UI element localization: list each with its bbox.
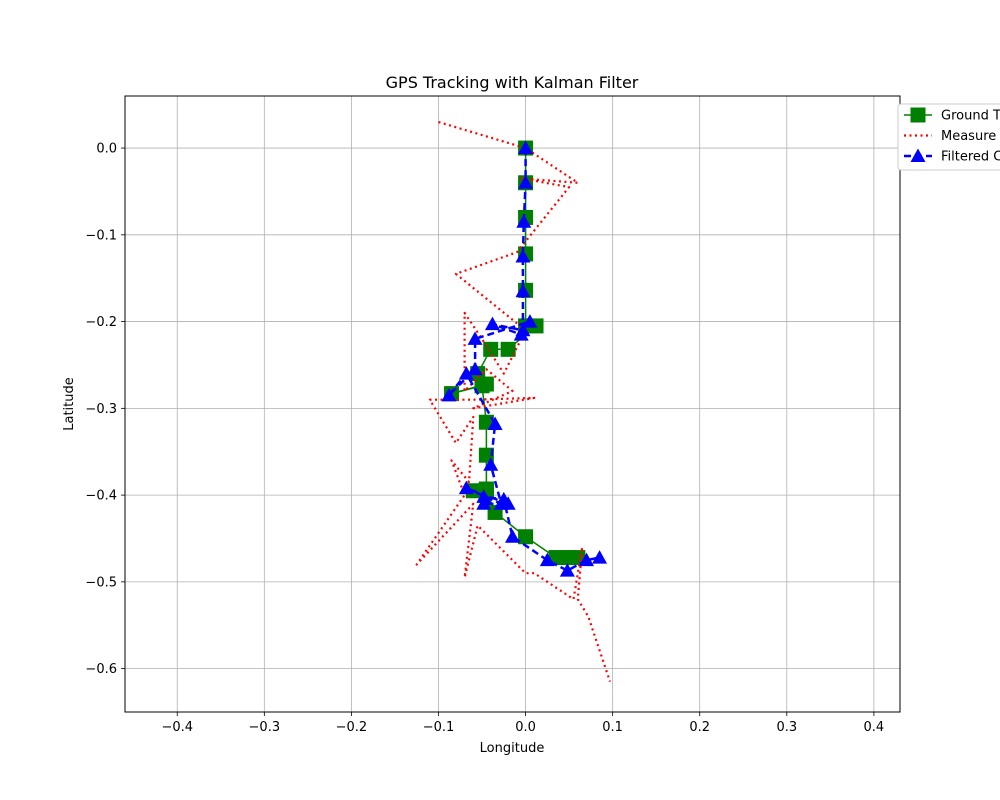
x-tick-label: −0.3 (249, 720, 281, 735)
series-point-filtered (467, 331, 483, 345)
series-point-ground-truth (474, 378, 490, 394)
series-point-ground-truth (548, 550, 564, 566)
y-tick-label: −0.1 (85, 228, 117, 243)
series-point-filtered (539, 552, 555, 567)
series-point-filtered (487, 416, 503, 430)
y-tick-label: 0.0 (96, 142, 117, 157)
series-point-filtered (483, 457, 499, 471)
series-point-filtered (458, 366, 474, 380)
series-point-filtered (496, 491, 512, 506)
series-point-filtered (476, 496, 492, 510)
series-point-filtered (467, 361, 483, 376)
x-tick-label: 0.4 (864, 720, 885, 735)
y-tick-label: −0.4 (85, 489, 117, 504)
legend-marker-filtered (910, 148, 926, 162)
y-tick-label: −0.3 (85, 402, 117, 417)
legend-label-ground-truth: Ground T (941, 109, 1000, 124)
plot-frame (124, 95, 901, 713)
legend-label-measured: Measure (941, 129, 996, 144)
series-point-filtered (515, 249, 531, 263)
y-tick-label: −0.2 (85, 315, 117, 330)
legend: Ground T Measure Filtered C (897, 103, 1000, 171)
series-point-filtered (458, 480, 474, 495)
legend-marker-ground-truth (910, 107, 926, 123)
series-line-filtered (447, 148, 600, 572)
y-tick-label: −0.6 (85, 662, 117, 677)
series-point-filtered (441, 387, 457, 402)
series-point-filtered (592, 550, 608, 564)
x-tick-label: −0.2 (336, 720, 368, 735)
series-point-filtered (515, 283, 531, 298)
x-tick-label: 0.3 (776, 720, 797, 735)
series-point-ground-truth (518, 529, 534, 545)
series-point-filtered (522, 314, 538, 328)
series-point-filtered (518, 140, 534, 155)
series-point-filtered (484, 316, 500, 331)
series-point-ground-truth (500, 341, 516, 357)
chart-title: GPS Tracking with Kalman Filter (386, 73, 639, 92)
series-point-filtered (518, 175, 534, 189)
series-filtered (441, 140, 608, 577)
series-point-filtered (516, 214, 532, 228)
legend-label-filtered: Filtered C (941, 150, 1000, 165)
series-point-filtered (505, 529, 520, 543)
x-axis-label: Longitude (480, 741, 545, 756)
series-point-filtered (559, 563, 575, 577)
x-tick-label: 0.0 (515, 720, 536, 735)
series-point-filtered (513, 327, 529, 341)
x-tick-label: 0.1 (602, 720, 623, 735)
series-layer (415, 120, 612, 682)
y-axis-label: Latitude (62, 377, 77, 431)
series-point-filtered (579, 552, 595, 567)
x-tick-label: 0.2 (689, 720, 710, 735)
legend-entries: Ground T Measure Filtered C (904, 107, 1000, 165)
grid-layer (125, 96, 900, 712)
x-tick-label: −0.1 (423, 720, 455, 735)
series-point-filtered (476, 489, 492, 503)
tick-layer: −0.4 −0.3 −0.2 −0.1 0.0 0.1 0.2 0.3 0.4 0.0 −0.1 −0… (85, 142, 884, 735)
y-tick-label: −0.5 (85, 575, 117, 590)
x-tick-label: −0.4 (161, 720, 193, 735)
